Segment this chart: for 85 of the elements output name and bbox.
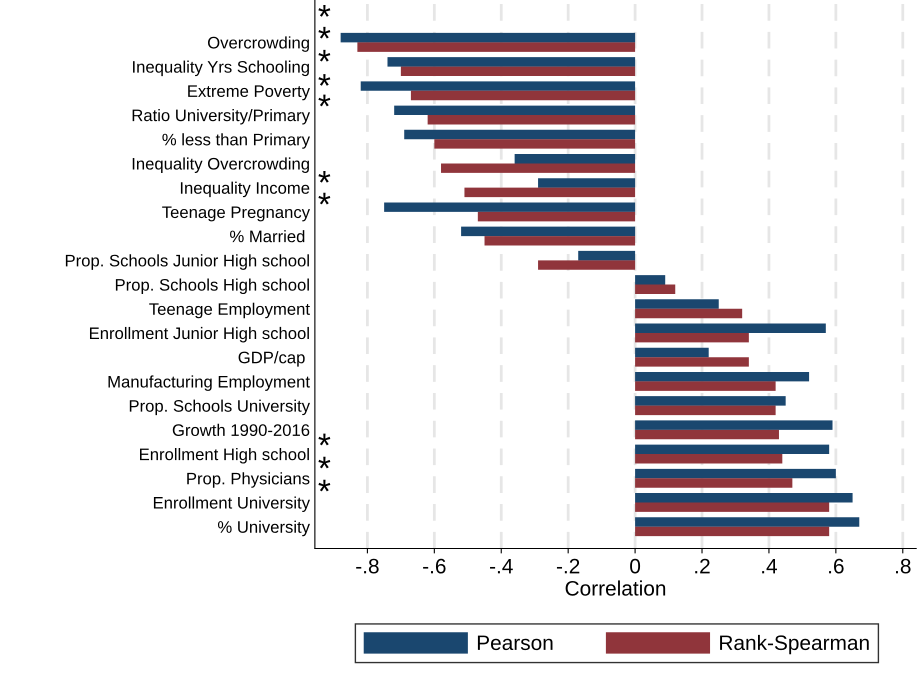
- bar: [384, 202, 636, 212]
- bar: [635, 372, 810, 382]
- bar: [394, 106, 636, 116]
- bar: [387, 57, 636, 67]
- legend-label: Rank-Spearman: [720, 634, 869, 654]
- y-tick-label: Inequality Income: [180, 182, 310, 198]
- bar: [635, 308, 742, 318]
- y-tick-label: Enrollment High school: [140, 448, 309, 464]
- y-tick-label: Growth 1990-2016: [172, 424, 310, 436]
- bar: [441, 163, 636, 173]
- y-tick-label: Overcrowding: [208, 36, 309, 52]
- bar: [635, 348, 709, 358]
- bar: [635, 381, 776, 391]
- bar: [635, 526, 830, 536]
- x-tick-label: -.4: [490, 558, 513, 574]
- legend-label: Pearson: [478, 636, 552, 650]
- bar: [478, 212, 636, 222]
- bar: [340, 32, 636, 42]
- bar: [635, 284, 676, 294]
- y-tick-label: Enrollment Junior High school: [90, 326, 309, 342]
- bar: [484, 236, 636, 246]
- bar: [635, 324, 826, 333]
- bar: [635, 420, 833, 430]
- y-tick-label: Extreme Poverty: [188, 85, 310, 100]
- bar: [635, 444, 830, 454]
- bar: [404, 130, 636, 140]
- x-tick-label: .6: [829, 558, 844, 574]
- bar: [434, 139, 636, 149]
- bar: [635, 396, 786, 406]
- y-tick-label: Ratio University/Primary: [132, 108, 310, 125]
- bar: [464, 188, 636, 198]
- annotation: *: [318, 50, 330, 62]
- y-tick-label: Manufacturing Employment: [108, 375, 310, 391]
- bar: [357, 42, 636, 52]
- annotation: *: [318, 94, 330, 106]
- x-tick-label: -.2: [556, 558, 580, 574]
- y-tick-label: Prop. Schools Junior High school: [66, 254, 309, 270]
- y-tick-label: Prop. Schools University: [130, 400, 310, 416]
- bar: [635, 332, 749, 342]
- annotation: *: [318, 192, 330, 204]
- bar: [635, 299, 719, 309]
- bar: [360, 81, 636, 91]
- y-tick-label: % University: [218, 520, 310, 536]
- x-axis-title: Correlation: [566, 580, 666, 596]
- bar: [514, 154, 636, 164]
- annotation: *: [318, 26, 330, 39]
- y-tick-label: Inequality Overcrowding: [132, 157, 309, 173]
- bar: [635, 468, 836, 478]
- annotation: *: [318, 480, 330, 492]
- y-tick-label: Enrollment University: [154, 496, 310, 512]
- bar: [410, 90, 636, 100]
- bar: [538, 260, 636, 270]
- annotation: *: [318, 170, 330, 183]
- bar: [635, 275, 666, 285]
- y-tick-label: Prop. Physicians: [187, 472, 310, 488]
- bar: [635, 517, 860, 527]
- bar: [461, 226, 636, 236]
- x-tick-label: .4: [762, 558, 778, 574]
- bar: [428, 115, 636, 124]
- bar: [578, 250, 636, 260]
- bar: [400, 66, 636, 76]
- y-tick-label: Prop. Schools High school: [116, 278, 309, 294]
- y-tick-label: % less than Primary: [162, 133, 310, 149]
- annotation: *: [318, 456, 330, 468]
- y-tick-label: Teenage Employment: [149, 302, 310, 318]
- y-tick-label: GDP/cap: [238, 351, 305, 367]
- annotation: *: [318, 434, 330, 446]
- y-tick-label: % Married: [230, 230, 304, 242]
- bar: [538, 178, 636, 188]
- bar: [635, 502, 830, 512]
- annotation: *: [318, 74, 330, 86]
- bar: [635, 357, 749, 367]
- bar: [635, 406, 776, 416]
- y-tick-label: Teenage Pregnancy: [162, 206, 310, 222]
- x-tick-label: -.6: [423, 558, 446, 574]
- x-tick-label: -.8: [356, 558, 379, 574]
- bar: [635, 430, 779, 440]
- x-tick-label: 0: [630, 558, 640, 574]
- x-tick-label: .2: [695, 558, 710, 574]
- y-tick-label: Inequality Yrs Schooling: [133, 60, 309, 76]
- text: *: [318, 5, 330, 17]
- bar: [635, 493, 853, 502]
- x-tick-label: .8: [896, 558, 911, 574]
- bar: [635, 478, 792, 488]
- bar: [635, 454, 782, 464]
